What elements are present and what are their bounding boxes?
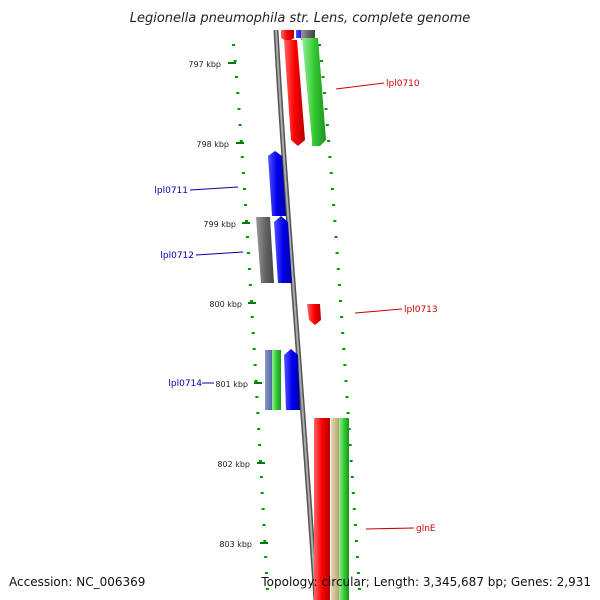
map-title: Legionella pneumophila str. Lens, comple… [130, 11, 471, 26]
ruler-tick [247, 268, 251, 270]
gene-label-glnE[interactable]: glnE [416, 524, 436, 534]
ruler-tick [341, 332, 345, 334]
ruler-tick [253, 364, 257, 366]
gene-label-lpl0710[interactable]: lpl0710 [386, 79, 420, 89]
ruler-tick [262, 524, 266, 526]
ruler-tick [259, 460, 262, 462]
ruler-tick [251, 332, 255, 334]
ruler-tick [245, 220, 248, 222]
ruler-tick [265, 588, 269, 590]
ruler-tick [340, 316, 344, 318]
kbp-axis: 797 kbp 798 kbp 799 kbp 800 kbp 801 kbp … [188, 60, 252, 549]
ruler-tick [350, 476, 354, 478]
ruler-tick [233, 60, 237, 62]
ruler-tick [330, 188, 334, 190]
ruler-tick [241, 172, 245, 174]
kbp-label: 800 kbp [209, 300, 242, 309]
ruler-tick [337, 284, 341, 286]
ruler-tick [244, 204, 247, 206]
ruler-tick [263, 540, 267, 542]
ruler-tick [323, 92, 327, 94]
ruler-ticks [232, 44, 361, 590]
ruler-tick [264, 556, 268, 558]
ruler-tick [249, 300, 253, 302]
gene-lpl0712[interactable] [256, 216, 292, 283]
ruler-tick [346, 412, 350, 414]
gene-callouts [189, 82, 415, 530]
ruler-tick [232, 44, 235, 46]
ruler-tick [259, 476, 263, 478]
ruler-tick [332, 204, 336, 206]
ruler-tick [349, 460, 353, 462]
ruler-tick [333, 220, 337, 222]
ruler-tick [328, 156, 332, 158]
ruler-tick [235, 76, 238, 78]
ruler-tick [339, 300, 342, 302]
ruler-tick [353, 524, 357, 526]
gene-label-lpl0714[interactable]: lpl0714 [168, 379, 202, 389]
gene-label-lpl0713[interactable]: lpl0713 [404, 305, 438, 315]
ruler-tick [265, 572, 268, 574]
ruler-tick [345, 396, 349, 398]
ruler-tick [246, 236, 249, 238]
ruler-tick [252, 348, 256, 350]
ruler-tick [318, 44, 321, 46]
ruler-tick [250, 316, 254, 318]
ruler-tick [238, 124, 242, 126]
ruler-tick [254, 380, 258, 382]
kbp-label: 799 kbp [203, 220, 236, 229]
ruler-tick [260, 492, 264, 494]
ruler-tick [325, 124, 329, 126]
ruler-tick [329, 172, 333, 174]
ruler-tick [321, 76, 325, 78]
ruler-tick [257, 428, 261, 430]
ruler-tick [351, 492, 355, 494]
ruler-tick [355, 556, 359, 558]
ruler-tick [320, 60, 323, 62]
ruler-tick [236, 92, 240, 94]
ruler-tick [352, 508, 356, 510]
topology-text: Topology: circular; Length: 3,345,687 bp… [260, 575, 591, 589]
ruler-tick [324, 108, 328, 110]
gene-label-lpl0711[interactable]: lpl0711 [154, 186, 188, 196]
ruler-tick [335, 252, 339, 254]
kbp-label: 798 kbp [196, 140, 229, 149]
ruler-tick [248, 284, 252, 286]
ruler-tick [336, 268, 340, 270]
ruler-tick [348, 444, 352, 446]
ruler-tick [258, 444, 262, 446]
kbp-label: 802 kbp [217, 460, 250, 469]
ruler-tick [354, 540, 358, 542]
ruler-tick [256, 412, 260, 414]
ruler-tick [243, 188, 246, 190]
ruler-tick [357, 588, 361, 590]
ruler-tick [247, 252, 250, 254]
ruler-tick [343, 364, 347, 366]
ruler-tick [237, 108, 241, 110]
ruler-tick [327, 140, 331, 142]
kbp-label: 797 kbp [188, 60, 221, 69]
kbp-label: 803 kbp [219, 540, 252, 549]
ruler-tick [334, 236, 338, 238]
ruler-tick [240, 156, 244, 158]
gene-glnE[interactable] [314, 418, 349, 600]
gene-label-lpl0712[interactable]: lpl0712 [160, 251, 194, 261]
gene-lpl0710[interactable] [284, 38, 326, 146]
ruler-tick [255, 396, 259, 398]
ruler-tick [344, 380, 348, 382]
gene-lpl0711[interactable] [268, 151, 286, 216]
kbp-major-ticks [228, 62, 268, 544]
ruler-tick [347, 428, 351, 430]
gene-lpl0714[interactable] [265, 349, 300, 410]
ruler-tick [261, 508, 265, 510]
ruler-tick [239, 140, 243, 142]
ruler-tick [356, 572, 360, 574]
accession-text: Accession: NC_006369 [9, 575, 145, 589]
ruler-tick [342, 348, 346, 350]
kbp-label: 801 kbp [215, 380, 248, 389]
gene-lpl0713[interactable] [307, 304, 321, 325]
feature-top-partial [281, 30, 315, 42]
